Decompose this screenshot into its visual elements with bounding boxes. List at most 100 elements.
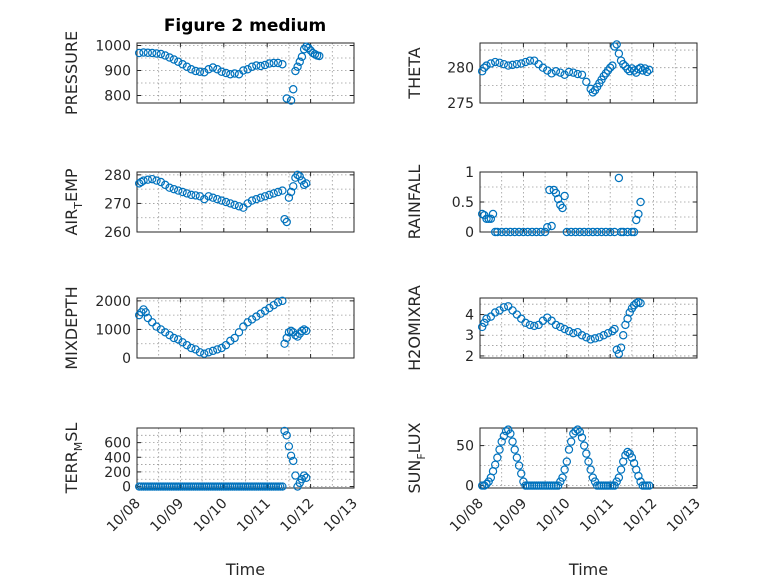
data-point: [551, 67, 561, 76]
data-point: [143, 175, 153, 184]
data-point: [610, 481, 619, 490]
data-point: [508, 437, 517, 446]
data-point: [586, 335, 595, 344]
data-point: [577, 331, 587, 340]
data-point: [152, 322, 161, 331]
y-tick-label: 275: [447, 96, 474, 112]
data-point: [569, 68, 578, 77]
data-point: [165, 183, 174, 192]
subplot-pressure: 800 900 1000 PRESSURE: [62, 31, 355, 115]
data-point: [169, 55, 179, 64]
y-axis-label: AIRTEMP: [62, 168, 85, 235]
data-point: [558, 473, 567, 482]
y-axis-label-sub: F: [415, 453, 428, 459]
x-tick-label: 10/11: [577, 496, 617, 536]
y-tick-label: 0: [122, 351, 131, 367]
data-point: [269, 482, 278, 491]
axes-frame-mixdepth: [136, 297, 355, 359]
y-tick-label: 0: [122, 480, 131, 496]
data-point: [582, 333, 591, 342]
data-point: [599, 481, 608, 490]
data-point: [223, 482, 233, 491]
y-tick-label: 0: [465, 479, 474, 495]
data-point: [247, 482, 257, 491]
y-axis-label-main: THETA: [405, 47, 424, 99]
data-point: [597, 481, 606, 490]
data-point: [619, 59, 628, 69]
data-point: [549, 481, 558, 490]
data-point: [291, 66, 300, 76]
data-point: [187, 482, 196, 491]
data-point: [226, 336, 235, 346]
data-point: [234, 328, 244, 337]
data-point: [588, 88, 598, 97]
x-tick-label: 10/10: [191, 496, 231, 536]
data-point: [243, 318, 252, 327]
data-point: [588, 473, 598, 482]
y-tick-label: 4: [465, 308, 474, 324]
data-point: [619, 227, 628, 237]
data-point: [547, 221, 556, 231]
figure-title: Figure 2 medium: [164, 16, 326, 36]
data-point: [169, 333, 179, 343]
data-point: [614, 473, 624, 482]
data-point: [178, 187, 187, 197]
data-point: [241, 482, 250, 491]
data-point: [147, 174, 157, 184]
data-point: [482, 479, 491, 489]
data-point: [625, 308, 634, 317]
data-point: [249, 482, 259, 491]
data-point: [592, 481, 602, 490]
data-point: [217, 343, 226, 353]
data-point: [280, 426, 289, 436]
data-point: [156, 325, 166, 334]
series-air_temp: [134, 170, 311, 227]
data-point: [161, 482, 170, 491]
data-point: [219, 482, 228, 491]
data-point: [634, 471, 643, 481]
y-tick-label: 0.5: [452, 195, 474, 211]
data-point: [543, 66, 552, 75]
data-point: [247, 315, 257, 324]
data-point: [260, 482, 270, 491]
data-point: [553, 481, 563, 490]
data-point: [299, 471, 309, 480]
data-point: [540, 481, 550, 490]
data-point: [606, 481, 615, 490]
data-point: [154, 482, 163, 491]
data-point: [184, 482, 194, 491]
data-point: [195, 482, 205, 491]
data-point: [289, 182, 298, 191]
data-point: [254, 482, 263, 491]
data-point: [304, 43, 313, 53]
data-point: [527, 227, 537, 237]
x-tick-label: 10/12: [278, 496, 318, 536]
data-point: [560, 191, 569, 201]
data-point: [612, 40, 621, 49]
data-point: [260, 306, 270, 316]
x-axis-label: Time: [225, 560, 265, 579]
data-point: [612, 477, 621, 486]
data-point: [204, 348, 213, 357]
data-point: [477, 481, 487, 490]
data-point: [599, 331, 608, 340]
data-point: [297, 326, 307, 336]
data-point: [171, 482, 181, 491]
data-point: [560, 324, 569, 334]
y-tick-label: 270: [104, 196, 131, 212]
data-point: [210, 482, 220, 491]
data-point: [590, 334, 600, 343]
data-point: [493, 227, 502, 237]
data-point: [642, 481, 652, 490]
data-point: [634, 209, 643, 219]
data-point: [245, 482, 255, 491]
data-point: [597, 227, 606, 237]
data-point: [595, 333, 604, 342]
data-point: [202, 482, 211, 491]
data-point: [638, 66, 647, 75]
axes-frame-pressure: [136, 42, 355, 104]
data-point: [230, 333, 239, 343]
subplot-air_temp: 260 270 280 AIRTEMP: [62, 168, 355, 241]
data-point: [282, 217, 291, 227]
data-point: [623, 447, 632, 457]
